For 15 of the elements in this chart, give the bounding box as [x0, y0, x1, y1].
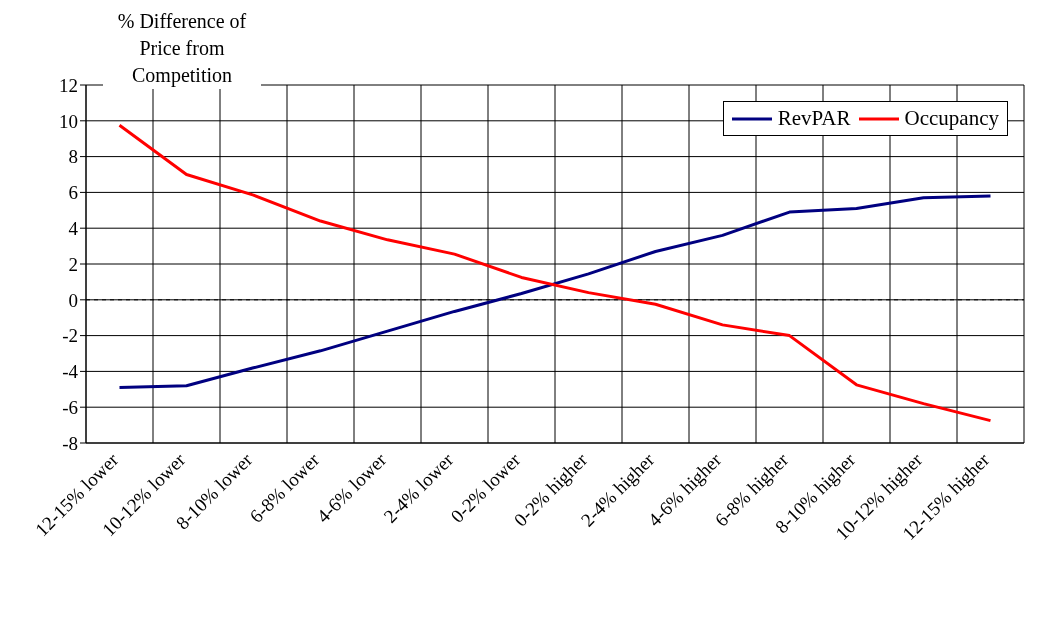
y-tick-label: -2 [62, 325, 78, 347]
legend-label: RevPAR [776, 106, 851, 131]
y-tick-label: -6 [62, 396, 78, 418]
legend-label: Occupancy [903, 106, 999, 131]
y-tick-label: -4 [62, 361, 79, 383]
y-tick-label: 8 [68, 146, 78, 168]
y-tick-label: 12 [59, 74, 78, 96]
y-tick-label: 10 [59, 110, 78, 132]
y-tick-label: 4 [68, 217, 79, 239]
y-tick-label: 6 [68, 182, 78, 204]
y-tick-label: 0 [68, 289, 78, 311]
line-series [118, 194, 992, 390]
y-tick-label: 2 [68, 253, 78, 275]
y-axis-title: % Difference of Price from Competition [103, 8, 261, 89]
y-tick-label: -8 [62, 432, 78, 454]
